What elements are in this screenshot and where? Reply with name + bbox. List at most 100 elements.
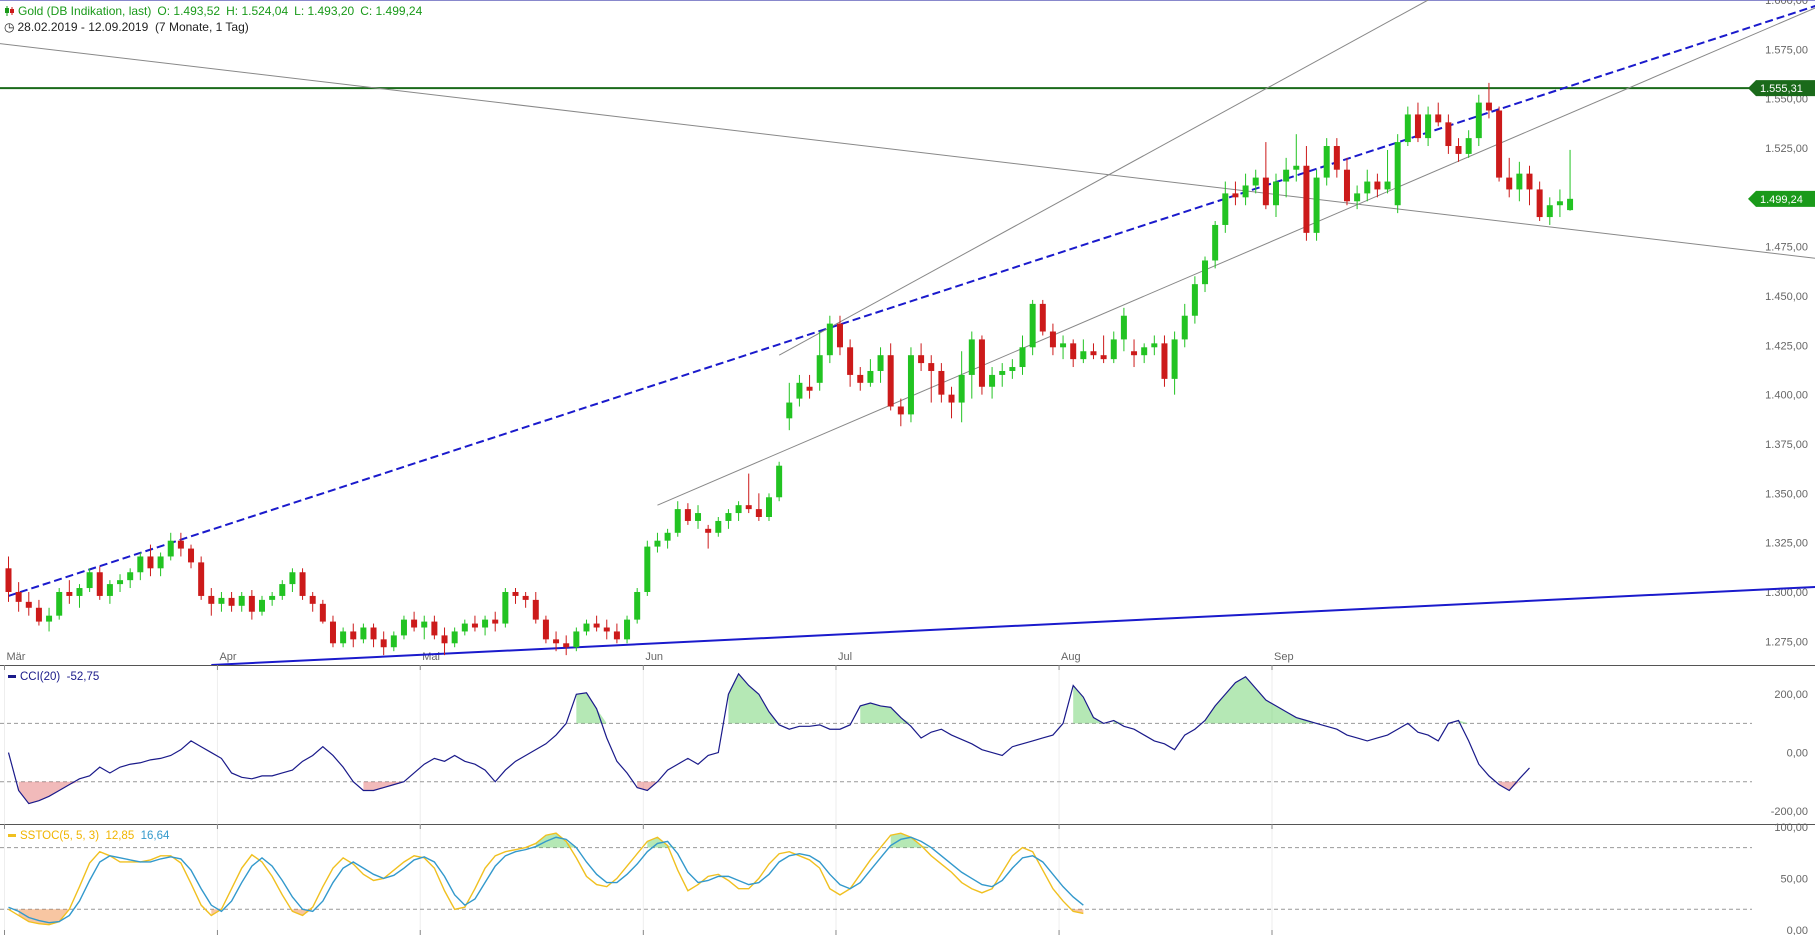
y-tick-label: 1.450,00	[1765, 291, 1808, 303]
candle-body	[431, 621, 438, 636]
candle-body	[1404, 114, 1411, 143]
candle-body	[15, 591, 22, 602]
candle-body	[208, 595, 215, 604]
candle-body	[634, 591, 641, 620]
candle-body	[411, 619, 418, 628]
candle-body	[66, 591, 73, 596]
candle-body	[968, 339, 975, 375]
sstoc-overbought-fill	[535, 833, 577, 848]
date-range-header: ◷ 28.02.2019 - 12.09.2019 (7 Monate, 1 Ta…	[4, 20, 249, 34]
candle-body	[309, 595, 316, 604]
candle-body	[76, 588, 83, 596]
candle-body	[380, 639, 387, 648]
candle-body	[918, 355, 925, 364]
candle-body	[461, 623, 468, 632]
close-value: C: 1.499,24	[360, 4, 423, 18]
candle-body	[593, 623, 600, 628]
candle-body	[664, 532, 671, 541]
cci-oversold-fill	[637, 781, 658, 791]
candle-body	[563, 643, 570, 648]
candle-body	[1496, 110, 1503, 178]
sstoc-d-line	[8, 836, 1084, 924]
candle-body	[106, 584, 113, 596]
candle-body	[167, 540, 174, 557]
candle-body	[1242, 185, 1249, 198]
sstoc-swatch	[8, 834, 16, 838]
y-tick-label: 1.475,00	[1765, 242, 1808, 254]
candle-body	[1546, 205, 1553, 218]
candle-body	[1465, 138, 1472, 154]
candle-body	[390, 635, 397, 648]
cci-overbought-fill	[1205, 676, 1317, 724]
candle-body	[1191, 284, 1198, 316]
price-badge-label: 1.555,31	[1760, 83, 1803, 95]
trend-blue-dashed-line	[8, 5, 1815, 597]
candle-body	[644, 546, 651, 592]
candle-body	[816, 355, 823, 383]
candle-body	[1455, 146, 1462, 154]
sstoc-y-tick-label: 0,00	[1787, 925, 1808, 935]
candle-body	[1374, 181, 1381, 190]
cci-oversold-fill	[363, 781, 404, 791]
x-tick-label: Aug	[1061, 651, 1081, 663]
cci-y-tick-label: -200,00	[1771, 806, 1808, 818]
candle-body	[532, 599, 539, 620]
candle-body	[421, 621, 428, 628]
candle-body	[958, 374, 965, 403]
candle-body	[573, 631, 580, 648]
candle-body	[1293, 165, 1300, 170]
cci-y-tick-label: 200,00	[1774, 689, 1808, 701]
channel-upper-line	[778, 0, 1429, 356]
candle-body	[553, 639, 560, 644]
candle-body	[1262, 177, 1269, 206]
candle-body	[847, 347, 854, 375]
candle-body	[1506, 177, 1513, 190]
candle-body	[877, 355, 884, 371]
candle-body	[56, 591, 63, 616]
candle-body	[147, 556, 154, 569]
candle-body	[1303, 165, 1310, 233]
cci-swatch	[8, 675, 16, 679]
candle-body	[1120, 315, 1127, 340]
sstoc-name: SSTOC(5, 5, 3)	[20, 830, 100, 842]
candle-body	[806, 386, 813, 391]
candle-body	[35, 607, 42, 622]
candle-body	[978, 339, 985, 387]
candle-body	[1516, 173, 1523, 190]
candle-body	[1222, 193, 1229, 225]
candle-body	[725, 513, 732, 521]
candle-body	[512, 591, 519, 596]
y-tick-label: 1.350,00	[1765, 488, 1808, 500]
y-tick-label: 1.600,00	[1765, 0, 1808, 7]
candle-body	[1060, 343, 1067, 348]
candle-body	[1435, 114, 1442, 123]
candle-body	[137, 556, 144, 573]
candle-body	[948, 394, 955, 403]
candle-body	[1009, 367, 1016, 371]
candle-body	[674, 509, 681, 533]
cci-y-tick-label: 0,00	[1787, 748, 1808, 760]
y-tick-label: 1.325,00	[1765, 538, 1808, 550]
candle-body	[1445, 122, 1452, 147]
candle-body	[299, 572, 306, 596]
candle-body	[1343, 169, 1350, 202]
candle-body	[1567, 198, 1574, 211]
cci-overbought-fill	[1458, 720, 1469, 724]
candle-body	[654, 540, 661, 547]
candle-body	[684, 509, 691, 521]
candle-body	[695, 513, 702, 521]
candle-body	[340, 631, 347, 644]
candle-body	[198, 562, 205, 596]
low-value: L: 1.493,20	[294, 4, 355, 18]
candle-body	[715, 520, 722, 533]
candle-body	[218, 597, 225, 604]
candle-body	[400, 619, 407, 636]
candle-body	[1070, 343, 1077, 360]
sstoc-y-tick-label: 50,00	[1780, 873, 1808, 885]
instrument-name: Gold (DB Indikation, last)	[18, 4, 152, 18]
candle-body	[96, 572, 103, 596]
candle-body	[350, 631, 357, 640]
candle-body	[360, 627, 367, 640]
candle-body	[482, 619, 489, 628]
clock-icon: ◷	[4, 20, 15, 34]
